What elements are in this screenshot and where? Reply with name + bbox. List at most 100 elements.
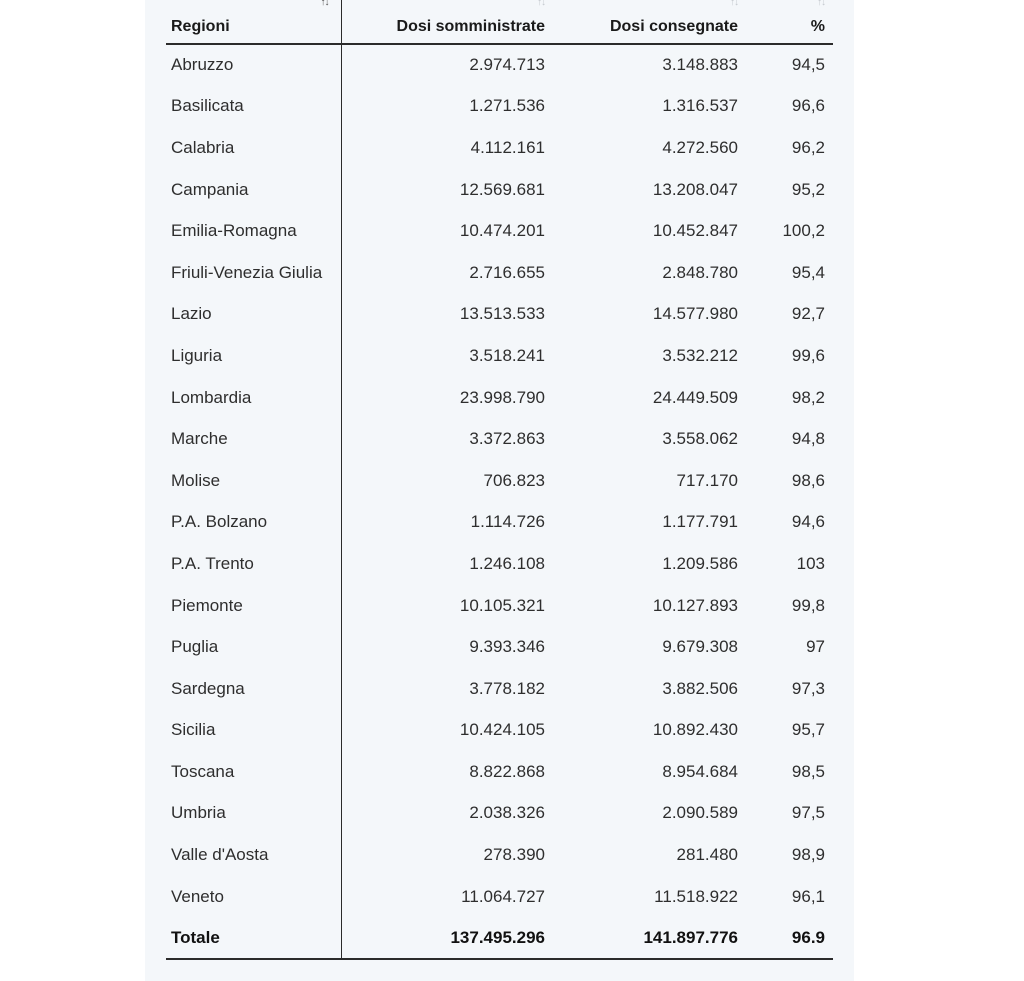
percent-cell: 92,7 xyxy=(791,304,825,324)
table-row: Lombardia 23.998.790 24.449.509 98,2 xyxy=(166,376,833,419)
administered-cell: 10.424.105 xyxy=(459,720,545,740)
region-cell: Umbria xyxy=(166,792,342,835)
administered-cell: 23.998.790 xyxy=(459,387,545,407)
region-cell: Marche xyxy=(166,418,342,460)
region-cell: Veneto xyxy=(166,875,342,918)
vaccine-doses-table: ↑↓ Regioni ↑↓ Dosi somministrate ↑↓ Dosi… xyxy=(166,0,833,961)
delivered-cell: 4.272.560 xyxy=(662,137,738,157)
percent-cell: 94,6 xyxy=(791,512,825,532)
table-row: Calabria 4.112.161 4.272.560 96,2 xyxy=(166,127,833,169)
table-row: Puglia 9.393.346 9.679.308 97 xyxy=(166,626,833,668)
percent-cell: 100,2 xyxy=(782,221,825,241)
table-row: Sicilia 10.424.105 10.892.430 95,7 xyxy=(166,709,833,752)
percent-cell: 96,2 xyxy=(791,137,825,157)
sort-arrows-icon[interactable]: ↑↓ xyxy=(817,0,826,8)
region-cell: Totale xyxy=(166,917,342,961)
delivered-cell: 11.518.922 xyxy=(654,886,738,906)
administered-cell: 3.372.863 xyxy=(469,429,545,449)
region-cell: Friuli-Venezia Giulia xyxy=(166,251,342,294)
delivered-cell: 8.954.684 xyxy=(662,761,738,781)
administered-cell: 137.495.296 xyxy=(341,917,553,961)
administered-cell: 706.823 xyxy=(483,470,545,490)
delivered-cell: 1.177.791 xyxy=(662,512,738,532)
percent-cell: 95,7 xyxy=(791,720,825,740)
table-row: Abruzzo 2.974.713 3.148.883 94,5 xyxy=(166,44,833,86)
sort-arrows-icon[interactable]: ↑↓ xyxy=(730,0,739,8)
delivered-cell: 3.532.212 xyxy=(662,345,738,365)
column-header-regioni[interactable]: ↑↓ Regioni xyxy=(166,0,342,45)
administered-cell: 2.038.326 xyxy=(469,803,545,823)
percent-cell: 96,1 xyxy=(791,886,825,906)
column-header-label: Dosi consegnate xyxy=(609,18,738,35)
region-cell: Piemonte xyxy=(166,584,342,627)
administered-cell: 10.105.321 xyxy=(459,595,545,615)
delivered-cell: 3.558.062 xyxy=(662,429,738,449)
percent-cell: 98,9 xyxy=(791,845,825,865)
region-cell: P.A. Trento xyxy=(166,543,342,585)
delivered-cell: 717.170 xyxy=(676,470,738,490)
percent-cell: 94,5 xyxy=(791,55,825,75)
administered-cell: 1.114.726 xyxy=(470,512,545,532)
administered-cell: 278.390 xyxy=(483,845,545,865)
region-cell: Sicilia xyxy=(166,709,342,752)
percent-cell: 97 xyxy=(806,637,825,657)
table-row: Liguria 3.518.241 3.532.212 99,6 xyxy=(166,335,833,377)
table-row: Toscana 8.822.868 8.954.684 98,5 xyxy=(166,751,833,793)
administered-cell: 1.246.108 xyxy=(469,553,545,573)
column-header-dosi-consegnate[interactable]: ↑↓ Dosi consegnate xyxy=(553,0,746,45)
percent-cell: 98,6 xyxy=(791,470,825,490)
column-header-percent[interactable]: ↑↓ % xyxy=(746,0,833,45)
column-header-label: Regioni xyxy=(171,18,230,35)
delivered-cell: 2.848.780 xyxy=(662,262,738,282)
table-row: Lazio 13.513.533 14.577.980 92,7 xyxy=(166,293,833,336)
region-cell: Basilicata xyxy=(166,85,342,128)
administered-cell: 3.518.241 xyxy=(469,345,545,365)
column-header-label: % xyxy=(810,18,825,35)
administered-cell: 10.474.201 xyxy=(459,221,545,241)
percent-cell: 97,5 xyxy=(791,803,825,823)
table-row: Emilia-Romagna 10.474.201 10.452.847 100,2 xyxy=(166,210,833,252)
delivered-cell: 141.897.776 xyxy=(553,917,746,961)
sort-arrows-icon[interactable]: ↑↓ xyxy=(320,0,330,8)
percent-cell: 99,6 xyxy=(791,345,825,365)
table-row: Umbria 2.038.326 2.090.589 97,5 xyxy=(166,792,833,835)
administered-cell: 2.716.655 xyxy=(469,262,545,282)
delivered-cell: 281.480 xyxy=(676,845,738,865)
delivered-cell: 2.090.589 xyxy=(662,803,738,823)
percent-cell: 98,5 xyxy=(791,761,825,781)
delivered-cell: 3.882.506 xyxy=(662,678,738,698)
region-cell: Valle d'Aosta xyxy=(166,834,342,876)
sort-arrows-icon[interactable]: ↑↓ xyxy=(537,0,546,8)
delivered-cell: 10.452.847 xyxy=(652,221,738,241)
region-cell: Puglia xyxy=(166,626,342,668)
delivered-cell: 10.892.430 xyxy=(652,720,738,740)
region-cell: Liguria xyxy=(166,335,342,377)
table-row: Piemonte 10.105.321 10.127.893 99,8 xyxy=(166,584,833,627)
administered-cell: 4.112.161 xyxy=(470,137,545,157)
delivered-cell: 24.449.509 xyxy=(652,387,738,407)
region-cell: Lombardia xyxy=(166,376,342,419)
table-row: P.A. Trento 1.246.108 1.209.586 103 xyxy=(166,543,833,585)
region-cell: Lazio xyxy=(166,293,342,336)
delivered-cell: 10.127.893 xyxy=(652,595,738,615)
percent-cell: 97,3 xyxy=(791,678,825,698)
administered-cell: 8.822.868 xyxy=(469,761,545,781)
administered-cell: 1.271.536 xyxy=(469,96,545,116)
region-cell: Emilia-Romagna xyxy=(166,210,342,252)
delivered-cell: 3.148.883 xyxy=(662,55,738,75)
percent-cell: 94,8 xyxy=(791,429,825,449)
percent-cell: 103 xyxy=(796,553,825,573)
administered-cell: 11.064.727 xyxy=(461,886,545,906)
region-cell: Molise xyxy=(166,459,342,502)
percent-cell: 96.9 xyxy=(746,917,833,961)
delivered-cell: 1.316.537 xyxy=(662,96,738,116)
table-row: Campania 12.569.681 13.208.047 95,2 xyxy=(166,168,833,211)
administered-cell: 13.513.533 xyxy=(459,304,545,324)
percent-cell: 95,4 xyxy=(791,262,825,282)
region-cell: Campania xyxy=(166,168,342,211)
administered-cell: 9.393.346 xyxy=(469,637,545,657)
table-row: Sardegna 3.778.182 3.882.506 97,3 xyxy=(166,667,833,710)
region-cell: P.A. Bolzano xyxy=(166,501,342,544)
column-header-dosi-somministrate[interactable]: ↑↓ Dosi somministrate xyxy=(341,0,553,45)
table-row: Basilicata 1.271.536 1.316.537 96,6 xyxy=(166,85,833,128)
